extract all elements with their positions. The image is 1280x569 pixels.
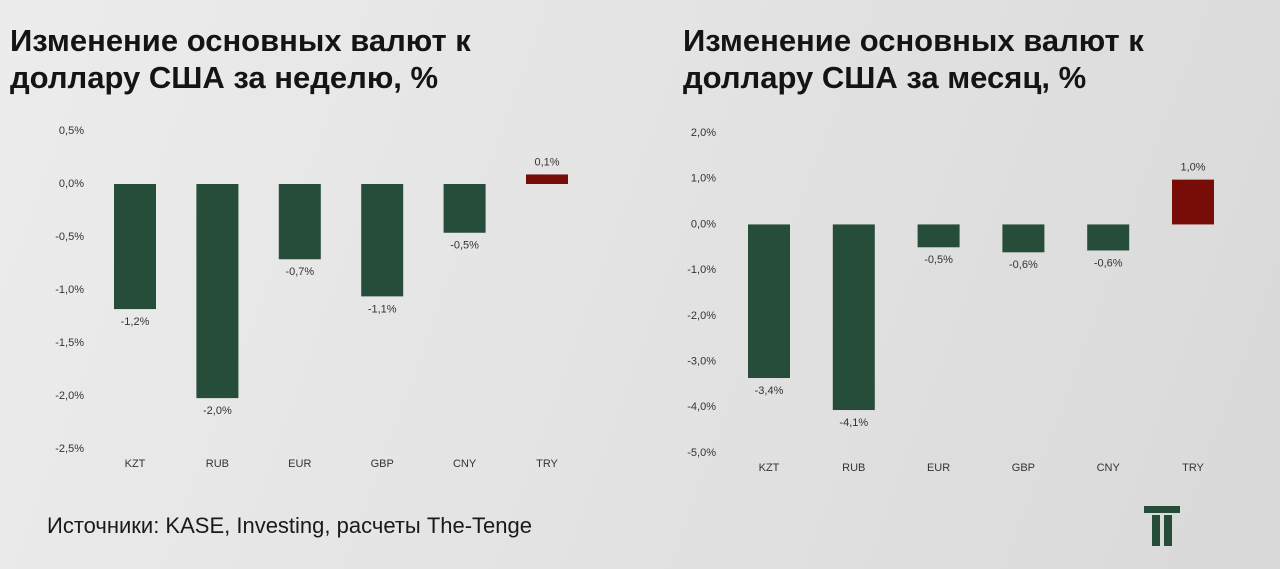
bar	[1172, 179, 1214, 225]
x-tick-label: EUR	[288, 458, 311, 470]
value-label: -2,0%	[203, 405, 232, 417]
value-label: -4,1%	[839, 417, 868, 429]
x-tick-label: KZT	[759, 462, 780, 474]
x-tick-label: RUB	[206, 458, 229, 470]
bar	[361, 184, 404, 297]
value-label: -0,6%	[1094, 257, 1123, 269]
y-tick-label: 0,5%	[59, 125, 84, 137]
bar	[1087, 224, 1130, 251]
x-tick-label: GBP	[371, 458, 394, 470]
y-tick-label: -5,0%	[687, 447, 716, 459]
y-tick-label: -2,0%	[687, 310, 716, 322]
x-tick-label: EUR	[927, 462, 950, 474]
bar	[748, 224, 790, 379]
y-tick-label: -2,5%	[55, 443, 84, 455]
y-tick-label: -1,5%	[55, 337, 84, 349]
bar	[443, 184, 486, 233]
y-tick-label: -4,0%	[687, 401, 716, 413]
y-tick-label: 1,0%	[691, 173, 716, 185]
y-tick-label: 2,0%	[691, 127, 716, 139]
source-note: Источники: KASE, Investing, расчеты The-…	[47, 513, 532, 538]
bar	[114, 184, 156, 310]
value-label: -0,5%	[450, 240, 479, 252]
y-tick-label: 0,0%	[59, 178, 84, 190]
value-label: -0,7%	[285, 266, 314, 278]
y-tick-label: -0,5%	[55, 231, 84, 243]
chart-title: Изменение основных валют к доллару США з…	[10, 23, 471, 95]
value-label: 0,1%	[534, 156, 559, 168]
bar	[917, 224, 960, 248]
value-label: 1,0%	[1180, 162, 1205, 174]
logo	[1144, 506, 1180, 546]
bar	[832, 224, 875, 411]
value-label: -3,4%	[755, 385, 784, 397]
value-label: -1,2%	[121, 316, 150, 328]
value-label: -0,5%	[924, 254, 953, 266]
bar	[278, 184, 321, 260]
y-tick-label: -1,0%	[55, 284, 84, 296]
bar	[1002, 224, 1045, 253]
bar	[196, 184, 239, 399]
x-tick-label: TRY	[1182, 462, 1204, 474]
x-tick-label: GBP	[1012, 462, 1035, 474]
x-tick-label: CNY	[1097, 462, 1121, 474]
y-tick-label: -3,0%	[687, 355, 716, 367]
x-tick-label: KZT	[125, 458, 146, 470]
chart-title: Изменение основных валют к доллару США з…	[683, 23, 1144, 95]
y-tick-label: 0,0%	[691, 218, 716, 230]
bar	[526, 174, 568, 184]
y-tick-label: -2,0%	[55, 390, 84, 402]
x-tick-label: CNY	[453, 458, 477, 470]
y-tick-label: -1,0%	[687, 264, 716, 276]
value-label: -0,6%	[1009, 259, 1038, 271]
value-label: -1,1%	[368, 303, 397, 315]
x-tick-label: RUB	[842, 462, 865, 474]
x-tick-label: TRY	[536, 458, 558, 470]
